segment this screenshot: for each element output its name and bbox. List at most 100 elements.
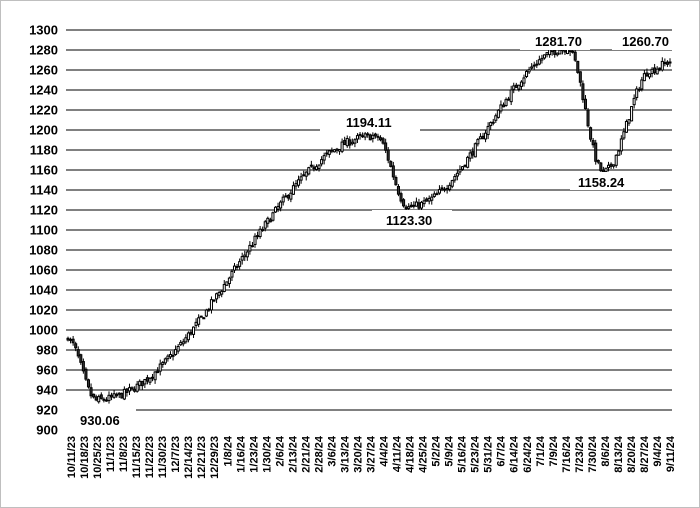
x-tick-label: 2/6/24 — [274, 435, 286, 466]
candle-body — [125, 388, 129, 393]
candle-body — [230, 270, 234, 278]
y-tick-label: 940 — [36, 383, 58, 398]
candle-body — [412, 204, 416, 207]
x-tick-label: 3/6/24 — [326, 435, 338, 466]
candle-body — [225, 281, 229, 286]
candle-body — [396, 186, 400, 195]
candle-body — [215, 293, 219, 300]
candle-body — [71, 338, 75, 344]
candle-body — [189, 331, 193, 335]
candle-body — [512, 85, 516, 90]
x-tick-label: 4/18/24 — [405, 435, 417, 473]
x-tick-label: 8/13/24 — [613, 435, 625, 473]
y-tick-label: 900 — [36, 423, 58, 438]
annotation-bg-1123 — [372, 210, 452, 228]
candle-body — [138, 380, 142, 386]
candle-body — [243, 254, 247, 258]
candle-body — [238, 261, 242, 267]
x-tick-label: 12/21/23 — [196, 436, 208, 479]
annotation-high-1194: 1194.11 — [346, 115, 392, 130]
candle-body — [614, 154, 618, 166]
candle-body — [227, 277, 231, 285]
candle-body — [381, 138, 385, 144]
x-tick-label: 12/29/23 — [209, 436, 221, 479]
candle-body — [637, 88, 641, 91]
y-tick-label: 1200 — [29, 123, 58, 138]
x-tick-label: 11/22/23 — [144, 436, 156, 478]
candle-body — [379, 137, 383, 141]
x-tick-label: 5/16/24 — [457, 435, 469, 473]
y-tick-label: 1140 — [30, 183, 58, 198]
candle-body — [417, 202, 421, 209]
candle-body — [104, 399, 108, 402]
candle-body — [204, 309, 208, 317]
candle-body — [335, 148, 339, 151]
x-tick-label: 9/11/24 — [665, 435, 677, 472]
candle-body — [130, 386, 134, 390]
candle-body — [332, 149, 336, 153]
candle-body — [586, 109, 590, 127]
x-tick-label: 10/11/23 — [66, 436, 78, 478]
annotation-bg-1158 — [570, 172, 660, 190]
candle-body — [112, 393, 116, 398]
candle-body — [107, 394, 111, 402]
candle-body — [458, 169, 462, 173]
candle-body — [258, 228, 262, 238]
candle-body — [376, 135, 380, 138]
x-tick-label: 1/16/24 — [235, 435, 247, 473]
candle-body — [348, 139, 352, 146]
candle-body — [594, 142, 598, 162]
x-tick-label: 11/8/23 — [118, 436, 130, 472]
x-tick-label: 12/14/23 — [183, 436, 195, 479]
candle-body — [468, 152, 472, 159]
candle-body — [304, 171, 308, 177]
candle-body — [199, 315, 203, 318]
x-tick-label: 8/20/24 — [626, 435, 638, 473]
candle-body — [345, 138, 349, 147]
candle-body — [517, 84, 521, 90]
x-tick-label: 2/21/24 — [300, 435, 312, 473]
candle-body — [609, 163, 613, 167]
candle-body — [81, 361, 85, 372]
candle-body — [635, 88, 639, 98]
candle-body — [591, 140, 595, 146]
candle-body — [281, 196, 285, 203]
candle-body — [476, 139, 480, 145]
candle-body — [161, 361, 165, 365]
candle-body — [463, 164, 467, 167]
candle-body — [191, 326, 196, 335]
candle-body — [658, 67, 662, 70]
candle-body — [122, 388, 126, 400]
annotation-high-1260: 1260.70 — [622, 34, 669, 49]
candle-body — [350, 141, 354, 145]
candle-body — [486, 125, 490, 136]
candle-body — [361, 135, 365, 138]
candle-body — [127, 387, 132, 392]
candle-body — [481, 135, 485, 140]
candle-body — [151, 376, 155, 379]
candle-body — [299, 176, 303, 181]
y-tick-label: 1280 — [29, 43, 58, 58]
x-tick-label: 2/13/24 — [287, 435, 299, 473]
annotation-bg-1194 — [320, 114, 420, 132]
candle-body — [368, 134, 372, 141]
candle-body — [478, 136, 482, 140]
candle-body — [133, 388, 137, 392]
candle-body — [394, 177, 398, 186]
y-tick-label: 960 — [36, 363, 58, 378]
y-tick-label: 980 — [36, 343, 58, 358]
annotation-bg-1281 — [520, 32, 590, 50]
x-tick-label: 7/1/24 — [535, 435, 547, 466]
candle-body — [501, 104, 506, 108]
candle-body — [571, 50, 575, 53]
candle-body — [548, 49, 552, 56]
candle-body — [294, 183, 298, 187]
candle-body — [253, 235, 257, 245]
candle-body — [578, 71, 582, 83]
candle-body — [414, 201, 418, 207]
candle-body — [261, 228, 265, 231]
candle-body — [558, 49, 562, 55]
candle-body — [102, 398, 106, 401]
x-tick-label: 7/9/24 — [548, 435, 560, 466]
candle-body — [655, 68, 659, 75]
